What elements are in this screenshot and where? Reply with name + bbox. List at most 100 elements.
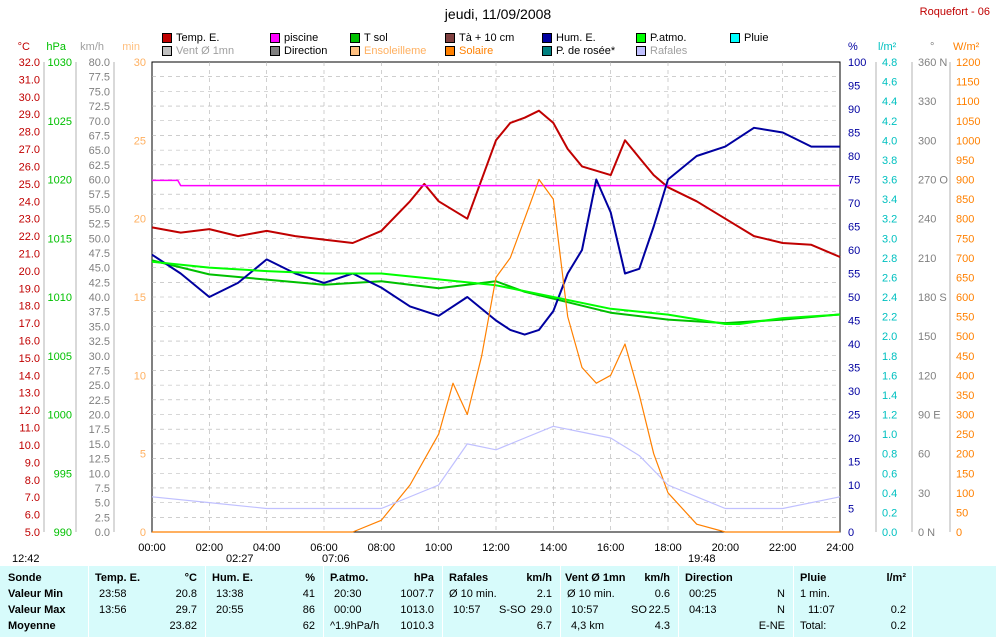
dir-tick-label: 150 (918, 331, 936, 343)
dir-tick-label: 180 S (918, 292, 947, 304)
x-tick-label: 20:00 (712, 542, 740, 554)
x-tick-label: 14:00 (540, 542, 568, 554)
wind-tick-label: 65.0 (89, 145, 110, 157)
temp-tick-label: 32.0 (19, 57, 40, 69)
temp-tick-label: 24.0 (19, 196, 40, 208)
x-tick-label: 22:00 (769, 542, 797, 554)
gust-max-dir: S-SO (499, 604, 526, 616)
hum-tick-label: 70 (848, 198, 860, 210)
rain-tick-label: 2.6 (882, 272, 897, 284)
solar-tick-label: 100 (956, 488, 974, 500)
time-marker: 07:06 (322, 553, 350, 565)
gust-min-label: Ø 10 min. (449, 588, 497, 600)
stats-unit-rain: l/m² (886, 572, 906, 584)
gust-min-value: 2.1 (536, 588, 552, 600)
dir-tick-label: 270 O (918, 175, 948, 187)
legend-label: Direction (284, 45, 328, 57)
solar-tick-label: 500 (956, 331, 974, 343)
temp-tick-label: 6.0 (25, 510, 40, 522)
solar-tick-label: 600 (956, 292, 974, 304)
rain-tick-label: 4.8 (882, 57, 897, 69)
wind-min-label: Ø 10 min. (567, 588, 615, 600)
hum-tick-label: 25 (848, 410, 860, 422)
x-tick-label: 12:00 (482, 542, 510, 554)
solar-tick-label: 1050 (956, 116, 980, 128)
press-tick-label: 1005 (48, 351, 72, 363)
solar-tick-label: 950 (956, 155, 974, 167)
press-max-value: 1013.0 (400, 604, 434, 616)
press-tick-label: 1015 (48, 233, 72, 245)
dir-tick-label: 210 (918, 253, 936, 265)
wind-min-value: 0.6 (654, 588, 670, 600)
stats-unit-wind: km/h (644, 572, 670, 584)
rain-tick-label: 1.2 (882, 410, 897, 422)
solar-tick-label: 1100 (956, 96, 980, 108)
temp-tick-label: 8.0 (25, 475, 40, 487)
hum-tick-label: 45 (848, 316, 860, 328)
legend-label: Ensoleilleme (364, 45, 427, 57)
solar-tick-label: 250 (956, 429, 974, 441)
solar-tick-label: 1200 (956, 57, 980, 69)
rain-tick-label: 0.6 (882, 468, 897, 480)
rain-tick-label: 4.0 (882, 135, 897, 147)
gust-avg-value: 6.7 (536, 620, 552, 632)
wind-tick-label: 40.0 (89, 292, 110, 304)
x-tick-label: 24:00 (826, 542, 854, 554)
stats-col-temp: Temp. E. °C 23:58 20.8 13:56 29.7 23.82 (89, 566, 206, 637)
stats-col-wind: Vent Ø 1mn km/h Ø 10 min. 0.6 10:57 SO 2… (561, 566, 679, 637)
temp-tick-label: 13.0 (19, 388, 40, 400)
wind-tick-label: 7.5 (95, 483, 110, 495)
x-tick-label: 02:00 (196, 542, 224, 554)
unit-wind: km/h (80, 41, 104, 53)
solar-tick-label: 300 (956, 410, 974, 422)
min-tick-label: 30 (134, 57, 146, 69)
legend-swatch (270, 33, 280, 43)
wind-tick-label: 57.5 (89, 189, 110, 201)
press-tick-label: 1010 (48, 292, 72, 304)
stats-header-temp: Temp. E. (95, 572, 141, 584)
rain-max-time: 11:07 (808, 604, 835, 616)
dir-tick-label: 300 (918, 135, 936, 147)
dir-tick-label: 240 (918, 214, 936, 226)
rain-tick-label: 1.8 (882, 351, 897, 363)
time-marker: 12:42 (12, 553, 40, 565)
solar-tick-label: 550 (956, 312, 974, 324)
wind-tick-label: 42.5 (89, 277, 110, 289)
temp-tick-label: 14.0 (19, 370, 40, 382)
legend-label: Solaire (459, 45, 494, 57)
legend-item: Ensoleilleme (350, 45, 426, 57)
stats-header-hum: Hum. E. (212, 572, 253, 584)
legend-swatch (162, 33, 172, 43)
rain-tick-label: 0.0 (882, 527, 897, 539)
dir-tick-label: 120 (918, 370, 936, 382)
legend-swatch (445, 33, 455, 43)
temp-tick-label: 16.0 (19, 336, 40, 348)
temp-tick-label: 30.0 (19, 92, 40, 104)
temp-min-value: 20.8 (175, 588, 197, 600)
stats-col-hum: Hum. E. % 13:38 41 20:55 86 62 (206, 566, 324, 637)
dir-tick-label: 0 N (918, 527, 935, 539)
solar-tick-label: 1150 (956, 77, 980, 89)
dir-tick-label: 60 (918, 449, 930, 461)
rain-tick-label: 3.4 (882, 194, 897, 206)
wind-tick-label: 55.0 (89, 204, 110, 216)
legend-label: piscine (284, 32, 319, 44)
hum-min-time: 13:38 (216, 588, 244, 600)
legend-item: Rafales (636, 45, 687, 57)
legend-swatch (162, 46, 172, 56)
temp-min-time: 23:58 (99, 588, 127, 600)
temp-max-value: 29.7 (175, 604, 197, 616)
press-trend: ^1.9hPa/h (330, 620, 380, 632)
wind-tick-label: 2.5 (95, 512, 110, 524)
time-marker: 19:48 (688, 553, 716, 565)
temp-avg-value: 23.82 (169, 620, 197, 632)
rain-tick-label: 3.0 (882, 233, 897, 245)
hum-tick-label: 80 (848, 151, 860, 163)
x-tick-label: 18:00 (654, 542, 682, 554)
wind-tick-label: 72.5 (89, 101, 110, 113)
wind-tick-label: 37.5 (89, 307, 110, 319)
press-avg-value: 1010.3 (400, 620, 434, 632)
wind-tick-label: 12.5 (89, 454, 110, 466)
wind-tick-label: 50.0 (89, 233, 110, 245)
legend-label: Pluie (744, 32, 769, 44)
